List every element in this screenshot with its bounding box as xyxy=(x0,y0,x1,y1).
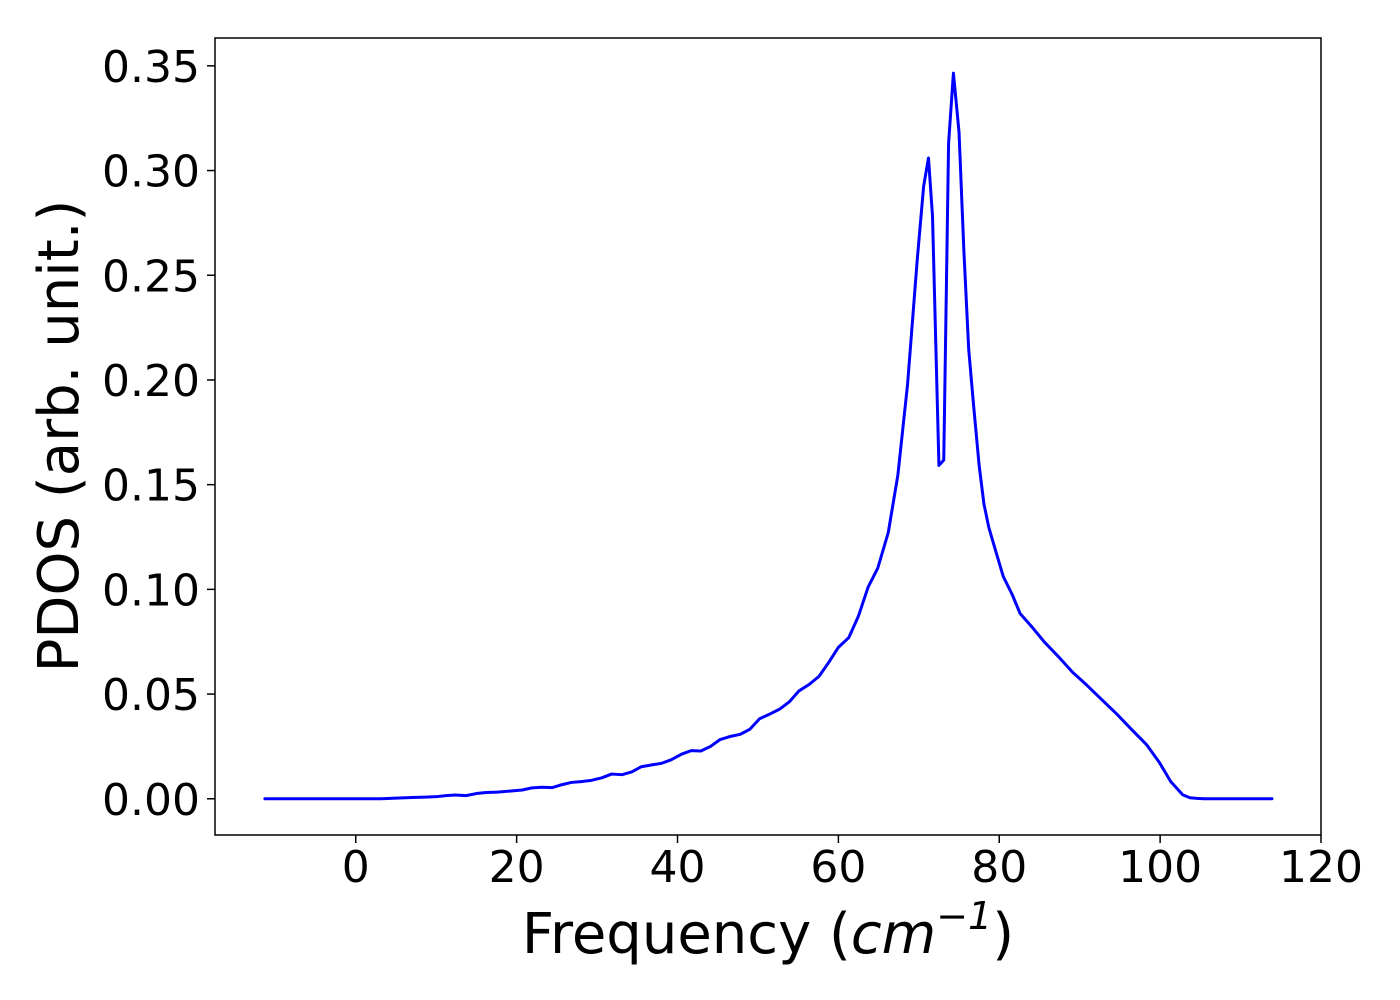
x-tick-label: 20 xyxy=(489,842,545,893)
y-tick-label: 0.35 xyxy=(102,42,200,93)
x-axis-label-math-base: cm xyxy=(851,902,936,967)
series-line-0 xyxy=(263,71,1274,801)
x-tick-label: 100 xyxy=(1118,842,1202,893)
y-tick-label: 0.20 xyxy=(102,356,200,407)
series-layer xyxy=(263,71,1274,801)
x-tick-label: 60 xyxy=(810,842,866,893)
y-tick-label: 0.10 xyxy=(102,565,200,616)
x-tick-label: 120 xyxy=(1279,842,1363,893)
y-tick-label: 0.15 xyxy=(102,461,200,512)
y-tick-label: 0.00 xyxy=(102,775,200,826)
y-tick-label: 0.05 xyxy=(102,670,200,721)
x-axis-ticks: 0 20 40 60 80 100 120 xyxy=(342,835,1363,893)
x-axis-label-math-sup: −1 xyxy=(936,894,992,938)
x-axis-label-suffix: ) xyxy=(992,902,1014,967)
x-axis-label: Frequency (cm−1) xyxy=(522,894,1014,967)
plot-frame xyxy=(214,37,1322,836)
x-axis-label-prefix: Frequency ( xyxy=(522,902,851,967)
y-axis-ticks: 0.00 0.05 0.10 0.15 0.20 0.25 0.30 0.35 xyxy=(102,42,215,826)
y-tick-label: 0.25 xyxy=(102,251,200,302)
y-axis-label: PDOS (arb. unit.) xyxy=(27,200,92,673)
y-tick-label: 0.30 xyxy=(102,147,200,198)
x-tick-label: 40 xyxy=(650,842,706,893)
x-tick-label: 80 xyxy=(971,842,1027,893)
x-tick-label: 0 xyxy=(342,842,370,893)
